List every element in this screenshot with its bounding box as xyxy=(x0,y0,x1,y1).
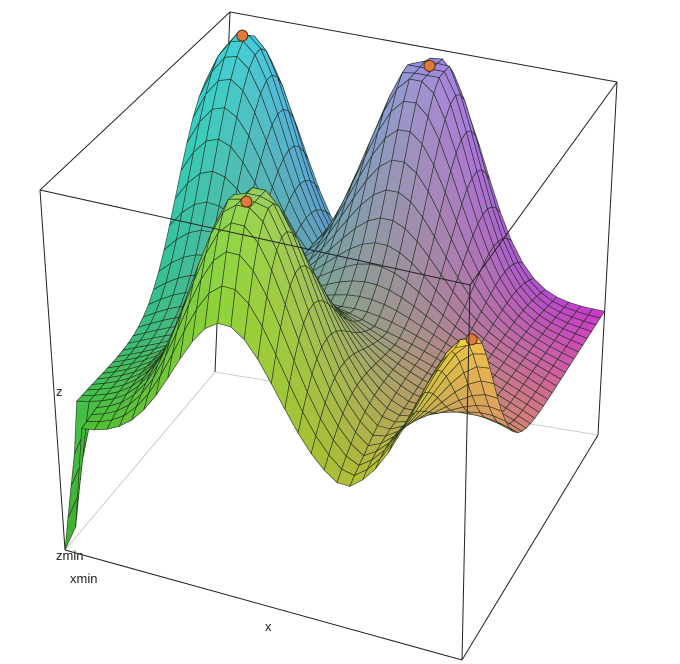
xmin-label: xmin xyxy=(70,571,97,586)
box-edge xyxy=(461,284,471,661)
z-axis-label: z xyxy=(56,384,63,399)
box-edge xyxy=(39,11,231,191)
zmin-label: zmin xyxy=(56,548,83,563)
surface-mesh xyxy=(64,33,606,551)
box-edge xyxy=(64,371,216,551)
box-edge xyxy=(39,189,471,286)
box-front-edges xyxy=(39,11,618,661)
peak-marker xyxy=(236,29,249,42)
box-edge xyxy=(39,189,66,551)
peak-markers xyxy=(236,29,478,346)
box-edge xyxy=(229,11,618,83)
box-edge xyxy=(64,549,463,661)
peak-marker xyxy=(465,333,478,346)
x-axis-label: x xyxy=(265,619,272,634)
box-edge xyxy=(597,81,618,436)
box-edge xyxy=(461,434,599,661)
peak-marker xyxy=(240,195,253,208)
box-edge xyxy=(469,81,618,286)
peak-marker xyxy=(423,59,436,72)
